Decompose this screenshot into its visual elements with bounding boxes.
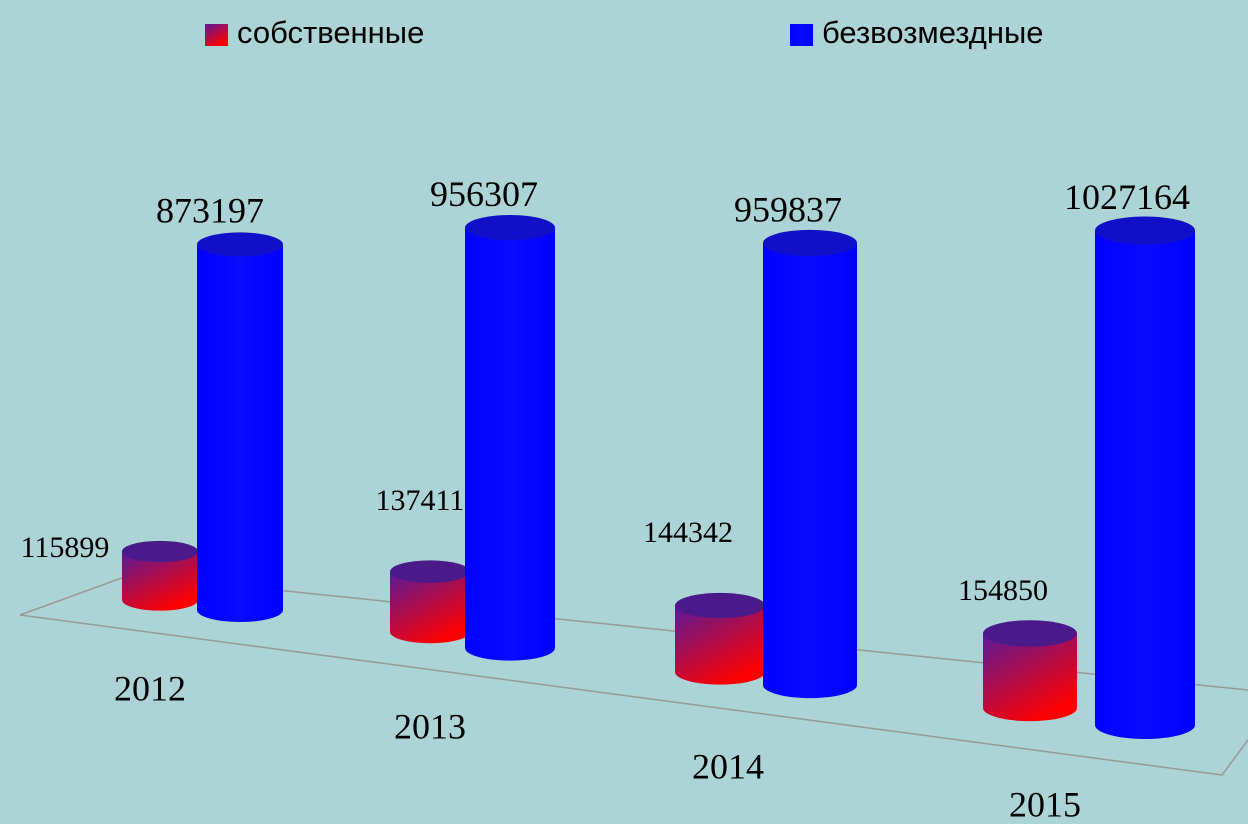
value-label: 154850 — [958, 574, 1048, 607]
cylinder — [983, 633, 1077, 722]
cylinder — [675, 605, 765, 685]
cylinder-top — [675, 592, 765, 619]
cylinder-top — [763, 229, 857, 257]
cylinder — [390, 571, 470, 644]
value-label: 137411 — [376, 484, 465, 517]
cylinder — [197, 244, 283, 623]
x-tick-label: 2015 — [1009, 784, 1081, 824]
cylinder-top — [197, 232, 283, 257]
legend-label: безвозмездные — [822, 15, 1044, 50]
cylinder-top — [390, 560, 470, 583]
cylinder-top — [983, 620, 1077, 647]
floor — [19, 574, 1248, 776]
cylinder — [122, 551, 198, 611]
cylinder — [763, 243, 857, 699]
legend-label: собственные — [237, 15, 424, 50]
value-label: 115899 — [21, 531, 110, 564]
value-label: 956307 — [430, 174, 538, 214]
value-label: 144342 — [643, 516, 733, 549]
cylinder — [1095, 230, 1195, 739]
cylinder — [465, 227, 555, 661]
x-tick-label: 2012 — [114, 668, 186, 708]
cylinder-top — [122, 540, 198, 563]
cylinder-top — [465, 215, 555, 241]
value-label: 1027164 — [1064, 177, 1190, 217]
value-label: 959837 — [734, 189, 842, 229]
x-tick-label: 2014 — [692, 746, 764, 786]
cylinder-top — [1095, 216, 1195, 245]
legend-swatch — [205, 24, 228, 46]
value-label: 873197 — [156, 191, 264, 231]
x-tick-label: 2013 — [394, 706, 466, 746]
legend-swatch — [790, 24, 813, 46]
